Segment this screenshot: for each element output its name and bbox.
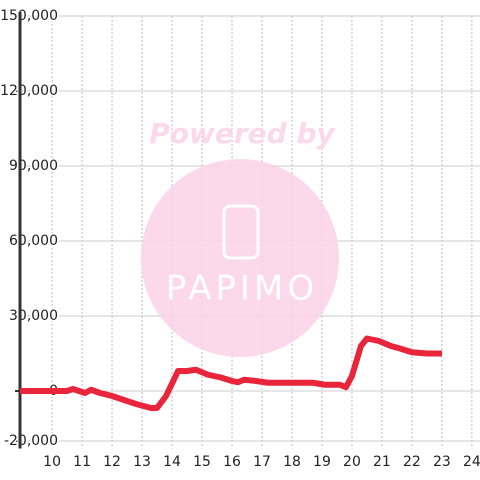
watermark-text: Powered by <box>149 117 336 150</box>
x-tick-label: 12 <box>103 454 121 470</box>
y-tick-label: 150,000 <box>0 8 58 24</box>
x-tick-label: 16 <box>223 454 241 470</box>
watermark: Powered by PAPIMO <box>141 117 339 357</box>
x-tick-label: 17 <box>253 454 271 470</box>
x-tick-label: 23 <box>433 454 451 470</box>
y-tick-label: 30,000 <box>9 308 58 324</box>
x-tick-label: 13 <box>133 454 151 470</box>
watermark-logo: PAPIMO <box>166 269 318 309</box>
x-tick-label: 14 <box>163 454 181 470</box>
x-tick-label: 19 <box>313 454 331 470</box>
y-tick-label: 60,000 <box>9 233 58 249</box>
x-tick-label: 22 <box>403 454 421 470</box>
x-tick-label: 11 <box>73 454 91 470</box>
watermark-phone <box>222 204 260 260</box>
y-tick-label: 90,000 <box>9 158 58 174</box>
x-tick-label: 15 <box>193 454 211 470</box>
line-series <box>20 335 442 411</box>
x-tick-label: 21 <box>373 454 391 470</box>
x-tick-label: 20 <box>343 454 361 470</box>
x-tick-label: 10 <box>43 454 61 470</box>
y-tick-label: 120,000 <box>0 83 58 99</box>
x-tick-label: 18 <box>283 454 301 470</box>
y-tick-label: -20,000 <box>4 433 58 449</box>
x-tick-label: 24 <box>463 454 480 470</box>
